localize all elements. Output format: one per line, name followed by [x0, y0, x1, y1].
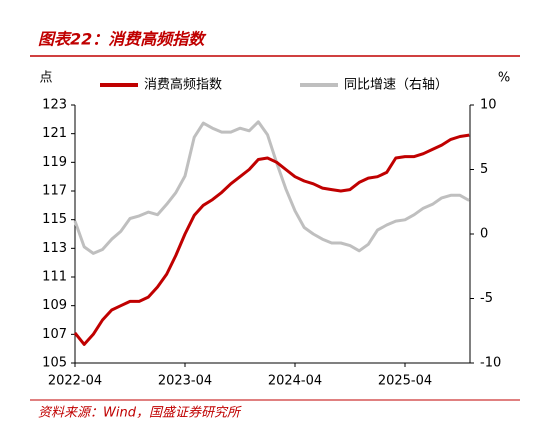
y2-axis-label: %	[498, 71, 510, 86]
y-tick-label: 105	[42, 356, 67, 371]
y-tick-label: 111	[42, 270, 67, 285]
y-tick-label: 115	[42, 212, 67, 227]
y2-tick-label: -5	[480, 291, 493, 306]
x-tick-label: 2025-04	[378, 374, 432, 389]
x-tick-label: 2022-04	[48, 374, 102, 389]
y-tick-label: 117	[42, 184, 67, 199]
y-axis-label: 点	[39, 71, 52, 86]
source-note: 资料来源：Wind，国盛证券研究所	[38, 405, 242, 421]
y2-tick-label: 0	[480, 227, 488, 242]
series-line	[73, 133, 470, 346]
y-tick-label: 113	[42, 241, 67, 256]
y-tick-label: 123	[42, 98, 67, 113]
x-tick-label: 2023-04	[158, 374, 212, 389]
y-tick-label: 121	[42, 126, 67, 141]
y2-tick-label: 5	[480, 162, 488, 177]
y-tick-label: 109	[42, 298, 67, 313]
chart-title: 图表22：消费高频指数	[38, 30, 207, 49]
y2-tick-label: -10	[480, 356, 501, 371]
y-tick-label: 119	[42, 155, 67, 170]
legend-label: 同比增速（右轴）	[344, 78, 448, 93]
legend-label: 消费高频指数	[144, 77, 222, 93]
y-tick-label: 107	[42, 327, 67, 342]
x-tick-label: 2024-04	[268, 374, 322, 389]
y2-tick-label: 10	[480, 98, 497, 113]
series-line	[73, 120, 470, 255]
